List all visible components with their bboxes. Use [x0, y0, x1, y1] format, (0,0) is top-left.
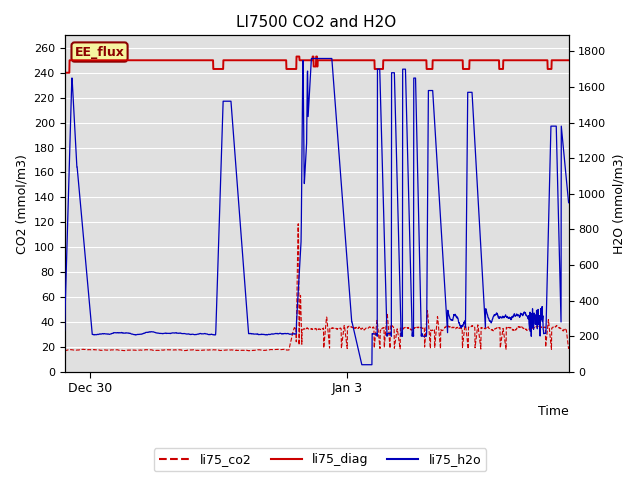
Title: LI7500 CO2 and H2O: LI7500 CO2 and H2O: [236, 15, 397, 30]
Legend: li75_co2, li75_diag, li75_h2o: li75_co2, li75_diag, li75_h2o: [154, 448, 486, 471]
Text: Time: Time: [538, 406, 568, 419]
Y-axis label: CO2 (mmol/m3): CO2 (mmol/m3): [15, 154, 28, 253]
Text: EE_flux: EE_flux: [75, 46, 125, 59]
Y-axis label: H2O (mmol/m3): H2O (mmol/m3): [612, 153, 625, 254]
